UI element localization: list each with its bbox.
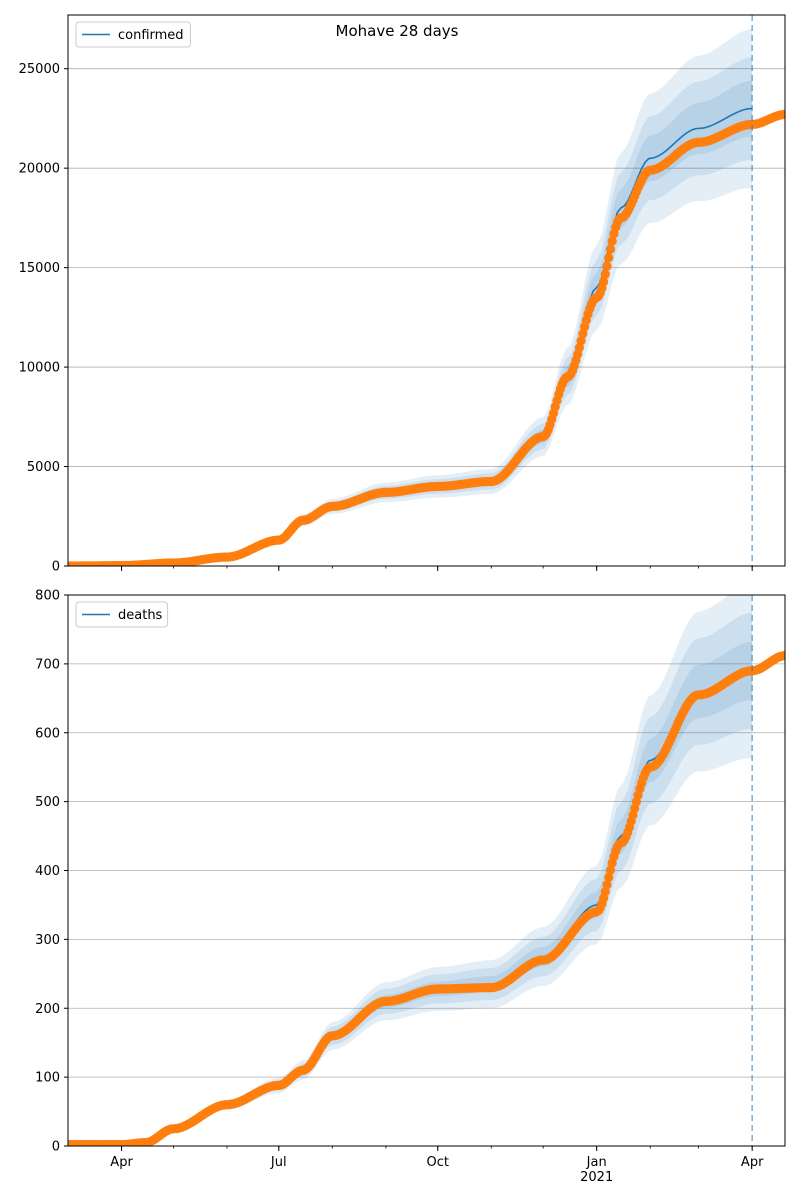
legend: confirmed [75, 21, 191, 48]
observed-point [780, 651, 785, 661]
uncertainty-bands [68, 28, 753, 566]
uncertainty-band [68, 57, 753, 566]
observed-point [574, 343, 585, 353]
observed-point [780, 109, 785, 120]
observed-points [68, 651, 785, 1146]
legend-label: deaths [118, 608, 163, 623]
confirmed-panel: 0 5000 10000 15000 20000 25000 confirmed [19, 14, 786, 575]
uncertainty-band [68, 595, 753, 1146]
legend-label: confirmed [118, 28, 184, 43]
observed-point [604, 872, 614, 883]
x-tick-label: Oct [426, 1155, 448, 1170]
figure-title: Mohave 28 days [336, 22, 459, 40]
y-tick-label: 15000 [19, 261, 60, 276]
x-tick-label: Jan [586, 1155, 607, 1170]
legend: deaths [75, 601, 169, 628]
y-tick-label: 500 [35, 795, 60, 810]
y-tick-label: 25000 [19, 62, 60, 77]
uncertainty-band [68, 612, 753, 1146]
uncertainty-band [68, 641, 753, 1145]
observed-point [602, 880, 612, 890]
uncertainty-bands [68, 595, 753, 1146]
uncertainty-band [68, 28, 753, 566]
x-tick-label: Apr [110, 1155, 133, 1170]
y-tick-label: 20000 [19, 162, 60, 177]
y-tick-label: 600 [35, 726, 60, 741]
observed-point [605, 244, 616, 254]
x-tick-label: 2021 [580, 1170, 613, 1185]
y-tick-label: 700 [35, 657, 60, 672]
axes-frame [67, 14, 786, 567]
legend-box [75, 21, 191, 48]
observed-point [600, 887, 610, 897]
y-tick-label: 100 [35, 1071, 60, 1086]
deaths-panel: 0 100 200 300 400 500 600 700 800 Apr Jul Oct Jan202… [35, 589, 786, 1185]
y-tick-label: 400 [35, 864, 60, 879]
y-tick-label: 0 [52, 560, 60, 575]
observed-point [600, 269, 610, 279]
observed-point [604, 253, 614, 263]
observed-point [578, 329, 588, 339]
x-tick-label: Apr [741, 1155, 764, 1170]
legend-box [75, 601, 169, 628]
x-tick-label: Jul [270, 1155, 287, 1170]
y-tick-label: 200 [35, 1002, 60, 1017]
observed-point [602, 261, 612, 271]
observed-point [605, 865, 616, 875]
uncertainty-band [68, 80, 753, 566]
y-tick-label: 300 [35, 933, 60, 948]
y-tick-label: 0 [52, 1140, 60, 1155]
observed-point [599, 277, 609, 287]
observed-point [607, 236, 617, 246]
observed-points [68, 109, 785, 566]
y-tick-label: 10000 [19, 361, 60, 376]
y-tick-label: 5000 [27, 460, 60, 475]
y-tick-label: 800 [35, 589, 60, 604]
observed-point [576, 336, 586, 346]
